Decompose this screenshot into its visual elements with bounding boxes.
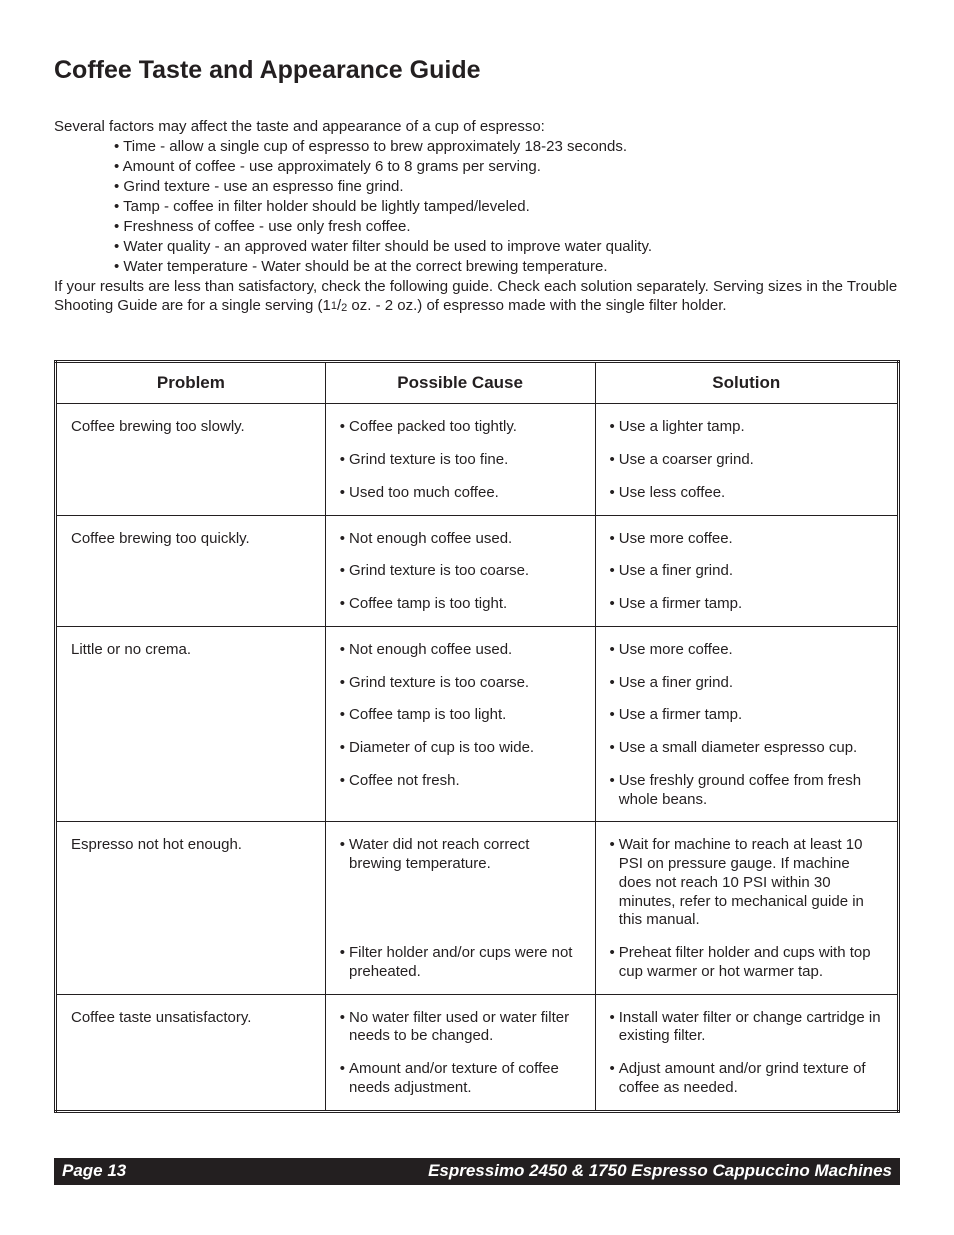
problem-cell: [56, 936, 326, 994]
solution-cell: •Use a firmer tamp.: [595, 587, 899, 626]
table-row: •Grind texture is too coarse.•Use a fine…: [56, 554, 899, 587]
table-row: •Coffee tamp is too light.•Use a firmer …: [56, 698, 899, 731]
solution-cell: •Adjust amount and/or grind texture of c…: [595, 1052, 899, 1111]
factor-item: Time - allow a single cup of espresso to…: [114, 137, 900, 157]
problem-cell: [56, 587, 326, 626]
cause-cell: •Coffee packed too tightly.: [325, 404, 595, 443]
problem-cell: [56, 554, 326, 587]
cause-cell: •Coffee tamp is too tight.: [325, 587, 595, 626]
cause-cell: •Not enough coffee used.: [325, 626, 595, 665]
table-row: Coffee brewing too quickly.•Not enough c…: [56, 515, 899, 554]
factor-item: Tamp - coffee in filter holder should be…: [114, 197, 900, 217]
cause-cell: •Not enough coffee used.: [325, 515, 595, 554]
problem-cell: [56, 666, 326, 699]
solution-cell: •Use more coffee.: [595, 626, 899, 665]
problem-cell: [56, 698, 326, 731]
table-row: Coffee brewing too slowly.•Coffee packed…: [56, 404, 899, 443]
cause-cell: •Used too much coffee.: [325, 476, 595, 515]
fraction-numerator: 1: [331, 300, 337, 312]
table-row: •Grind texture is too coarse.•Use a fine…: [56, 666, 899, 699]
factor-item: Water quality - an approved water filter…: [114, 237, 900, 257]
factor-item: Amount of coffee - use approximately 6 t…: [114, 157, 900, 177]
table-row: •Filter holder and/or cups were not preh…: [56, 936, 899, 994]
cause-cell: •Water did not reach correct brewing tem…: [325, 822, 595, 936]
cause-cell: •Amount and/or texture of coffee needs a…: [325, 1052, 595, 1111]
table-row: •Diameter of cup is too wide.•Use a smal…: [56, 731, 899, 764]
solution-cell: •Wait for machine to reach at least 10 P…: [595, 822, 899, 936]
cause-cell: •Diameter of cup is too wide.: [325, 731, 595, 764]
table-row: •Coffee not fresh.•Use freshly ground co…: [56, 764, 899, 822]
table-row: Coffee taste unsatisfactory.•No water fi…: [56, 994, 899, 1052]
solution-cell: •Use more coffee.: [595, 515, 899, 554]
factor-item: Water temperature - Water should be at t…: [114, 257, 900, 277]
problem-cell: [56, 731, 326, 764]
factor-item: Freshness of coffee - use only fresh cof…: [114, 217, 900, 237]
page-title: Coffee Taste and Appearance Guide: [54, 56, 900, 85]
cause-cell: •Filter holder and/or cups were not preh…: [325, 936, 595, 994]
problem-cell: Coffee taste unsatisfactory.: [56, 994, 326, 1052]
solution-cell: •Install water filter or change cartridg…: [595, 994, 899, 1052]
troubleshooting-table: Problem Possible Cause Solution Coffee b…: [54, 360, 900, 1112]
closing-paragraph: If your results are less than satisfacto…: [54, 277, 900, 317]
solution-cell: •Use a finer grind.: [595, 666, 899, 699]
factors-list: Time - allow a single cup of espresso to…: [54, 137, 900, 277]
solution-cell: •Use a firmer tamp.: [595, 698, 899, 731]
solution-cell: •Use a coarser grind.: [595, 443, 899, 476]
table-row: Little or no crema.•Not enough coffee us…: [56, 626, 899, 665]
problem-cell: Coffee brewing too quickly.: [56, 515, 326, 554]
col-header-problem: Problem: [56, 362, 326, 404]
table-row: •Used too much coffee.•Use less coffee.: [56, 476, 899, 515]
cause-cell: •Grind texture is too coarse.: [325, 554, 595, 587]
closing-text-b: oz. - 2 oz.) of espresso made with the s…: [347, 297, 726, 314]
problem-cell: Little or no crema.: [56, 626, 326, 665]
problem-cell: [56, 1052, 326, 1111]
footer-page-number: Page 13: [62, 1161, 126, 1181]
problem-cell: [56, 476, 326, 515]
col-header-cause: Possible Cause: [325, 362, 595, 404]
factor-item: Grind texture - use an espresso fine gri…: [114, 177, 900, 197]
cause-cell: •Coffee tamp is too light.: [325, 698, 595, 731]
page-footer: Page 13 Espressimo 2450 & 1750 Espresso …: [54, 1158, 900, 1185]
solution-cell: •Preheat filter holder and cups with top…: [595, 936, 899, 994]
table-row: •Grind texture is too fine.•Use a coarse…: [56, 443, 899, 476]
problem-cell: Coffee brewing too slowly.: [56, 404, 326, 443]
problem-cell: [56, 443, 326, 476]
solution-cell: •Use freshly ground coffee from fresh wh…: [595, 764, 899, 822]
solution-cell: •Use a small diameter espresso cup.: [595, 731, 899, 764]
cause-cell: •Coffee not fresh.: [325, 764, 595, 822]
table-row: •Amount and/or texture of coffee needs a…: [56, 1052, 899, 1111]
table-row: Espresso not hot enough.•Water did not r…: [56, 822, 899, 936]
cause-cell: •No water filter used or water filter ne…: [325, 994, 595, 1052]
table-row: •Coffee tamp is too tight.•Use a firmer …: [56, 587, 899, 626]
problem-cell: Espresso not hot enough.: [56, 822, 326, 936]
solution-cell: •Use a lighter tamp.: [595, 404, 899, 443]
footer-product-name: Espressimo 2450 & 1750 Espresso Cappucci…: [428, 1161, 892, 1181]
col-header-solution: Solution: [595, 362, 899, 404]
solution-cell: •Use a finer grind.: [595, 554, 899, 587]
intro-section: Several factors may affect the taste and…: [54, 117, 900, 316]
cause-cell: •Grind texture is too fine.: [325, 443, 595, 476]
intro-lead: Several factors may affect the taste and…: [54, 117, 900, 137]
cause-cell: •Grind texture is too coarse.: [325, 666, 595, 699]
solution-cell: •Use less coffee.: [595, 476, 899, 515]
problem-cell: [56, 764, 326, 822]
